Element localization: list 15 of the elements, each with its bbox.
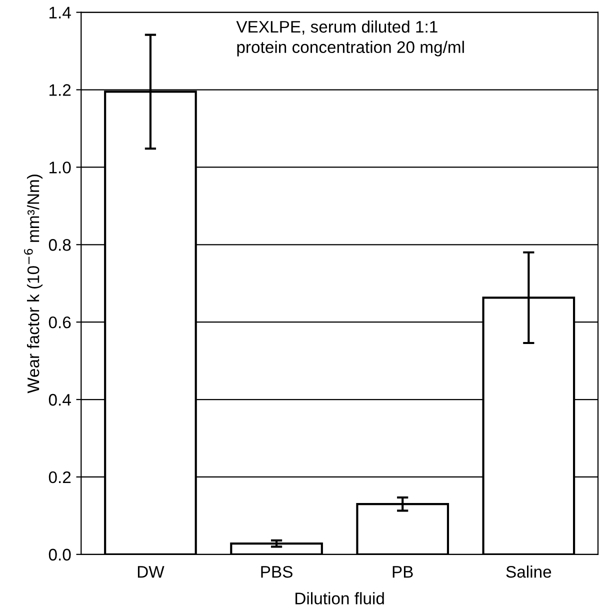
y-tick-label: 0.2 [48,471,71,484]
annotation: VEXLPE, serum diluted 1:1 protein concentration 20 mg/ml [236,20,464,56]
y-tick-label: 0.0 [48,548,71,561]
y-tick-label: 0.6 [48,316,71,328]
x-axis-title: Dilution fluid [296,592,384,604]
y-tick-label: 1.2 [50,84,71,96]
x-tick-label: PBS [261,566,292,578]
y-axis-title: Wear factor k (10$^{−6}$ mm³/Nm) [24,174,43,394]
y-tick-label: 0.4 [48,394,71,406]
y-tick-label: 1.4 [50,6,71,18]
y-tick-label: 0.8 [48,239,71,251]
x-tick-label: Saline [506,566,552,578]
x-tick-label: DW [138,566,164,578]
x-tick-label: PB [392,566,413,578]
y-tick-label: 1.0 [50,162,71,174]
